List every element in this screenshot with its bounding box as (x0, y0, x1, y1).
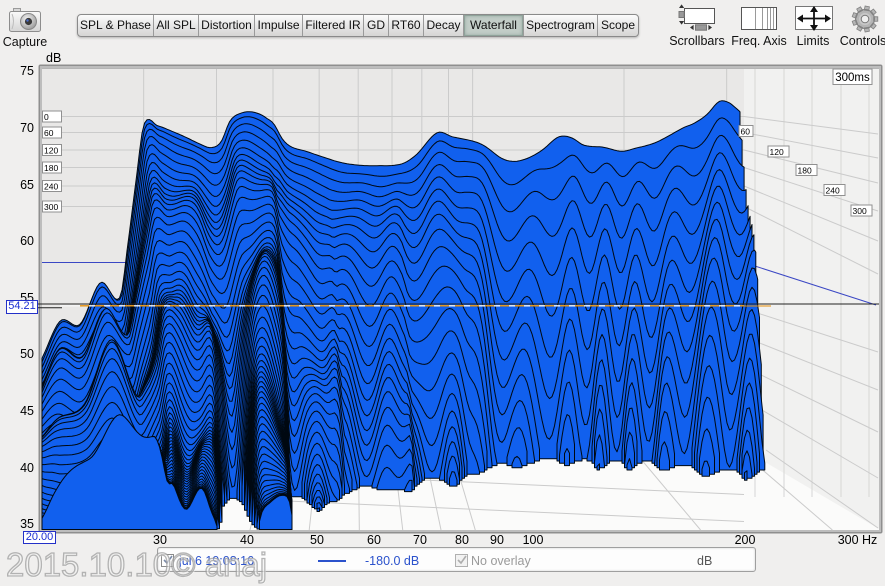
svg-text:120: 120 (770, 147, 784, 157)
svg-text:300: 300 (44, 202, 58, 212)
svg-text:300: 300 (853, 206, 867, 216)
svg-text:180: 180 (44, 163, 58, 173)
svg-text:240: 240 (44, 182, 58, 192)
svg-text:180: 180 (798, 166, 812, 176)
svg-text:dB: dB (697, 554, 712, 568)
svg-text:No overlay: No overlay (471, 554, 531, 568)
svg-text:240: 240 (826, 186, 840, 196)
svg-text:60: 60 (741, 127, 751, 137)
svg-text:120: 120 (44, 146, 58, 156)
svg-text:jul 6 19:08:16: jul 6 19:08:16 (178, 554, 254, 568)
svg-text:0: 0 (44, 112, 49, 122)
svg-text:-180.0 dB: -180.0 dB (365, 554, 419, 568)
svg-text:300ms: 300ms (835, 72, 870, 84)
svg-text:60: 60 (44, 128, 54, 138)
